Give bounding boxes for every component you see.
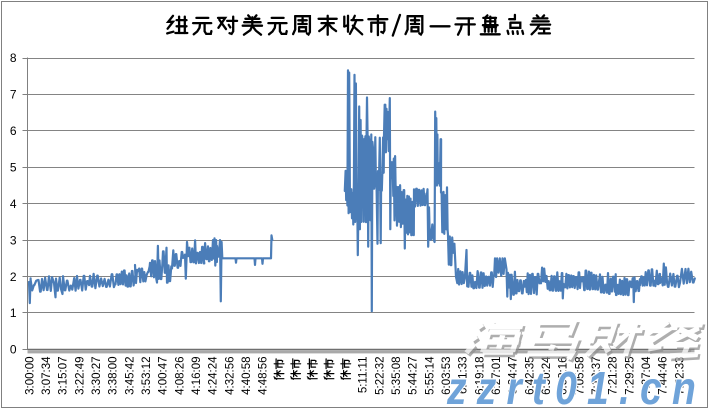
svg-text:4:16:09: 4:16:09 — [191, 357, 203, 395]
svg-text:7:05:58: 7:05:58 — [574, 357, 586, 395]
svg-text:6:27:01: 6:27:01 — [491, 357, 503, 395]
svg-text:5:44:27: 5:44:27 — [408, 357, 420, 395]
svg-text:0: 0 — [10, 343, 17, 357]
svg-text:6:50:24: 6:50:24 — [541, 356, 553, 395]
svg-text:5: 5 — [10, 161, 17, 175]
svg-text:7:29:25: 7:29:25 — [624, 357, 636, 395]
svg-text:3:07:34: 3:07:34 — [41, 356, 53, 395]
svg-text:4: 4 — [10, 197, 17, 211]
svg-text:3:38:00: 3:38:00 — [108, 357, 120, 395]
svg-text:3: 3 — [10, 233, 17, 247]
svg-text:1: 1 — [10, 306, 17, 320]
svg-text:7:44:46: 7:44:46 — [658, 357, 670, 395]
svg-text:7:13:37: 7:13:37 — [591, 357, 603, 395]
svg-text:3:53:12: 3:53:12 — [141, 357, 153, 395]
svg-text:7:52:33: 7:52:33 — [674, 357, 686, 395]
svg-text:4:08:26: 4:08:26 — [174, 357, 186, 395]
svg-text:5:35:08: 5:35:08 — [391, 357, 403, 395]
svg-text:4:48:56: 4:48:56 — [258, 357, 270, 395]
svg-text:4:00:47: 4:00:47 — [158, 357, 170, 395]
svg-text:7:21:28: 7:21:28 — [608, 357, 620, 395]
svg-text:6:11:33: 6:11:33 — [458, 357, 470, 395]
svg-text:2: 2 — [10, 270, 17, 284]
svg-text:4:24:24: 4:24:24 — [208, 356, 220, 395]
svg-text:8: 8 — [10, 51, 17, 65]
svg-text:7: 7 — [10, 88, 17, 102]
svg-text:zzrt01.cn: zzrt01.cn — [446, 363, 706, 409]
svg-text:4:32:56: 4:32:56 — [224, 357, 236, 395]
svg-text:6:03:53: 6:03:53 — [441, 357, 453, 395]
svg-text:5:55:14: 5:55:14 — [424, 356, 436, 395]
svg-text:6:42:35: 6:42:35 — [524, 357, 536, 395]
svg-text:5:11:11: 5:11:11 — [358, 357, 370, 394]
svg-text:3:45:42: 3:45:42 — [124, 357, 136, 395]
svg-text:6:19:18: 6:19:18 — [474, 357, 486, 395]
svg-text:4:40:58: 4:40:58 — [241, 357, 253, 395]
svg-text:6:58:16: 6:58:16 — [558, 357, 570, 395]
svg-text:3:30:27: 3:30:27 — [91, 357, 103, 395]
svg-text:3:22:49: 3:22:49 — [74, 357, 86, 395]
svg-text:6: 6 — [10, 124, 17, 138]
svg-text:5:22:32: 5:22:32 — [374, 357, 386, 395]
svg-text:3:00:00: 3:00:00 — [24, 357, 36, 395]
svg-text:6:34:47: 6:34:47 — [508, 357, 520, 395]
svg-text:7:37:04: 7:37:04 — [641, 356, 653, 395]
svg-text:3:15:07: 3:15:07 — [58, 357, 70, 395]
